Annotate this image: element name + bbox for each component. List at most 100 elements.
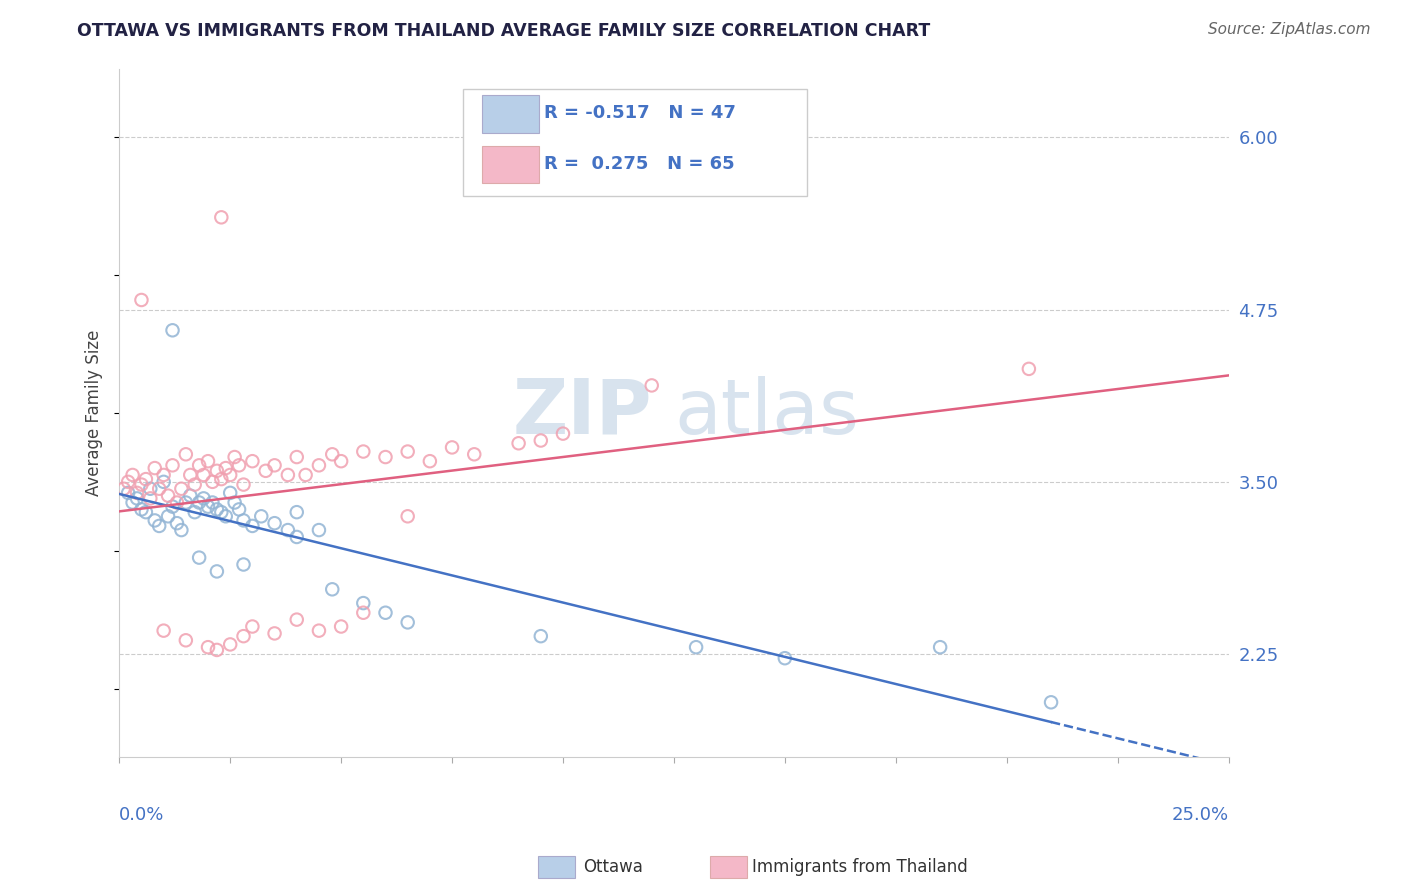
Point	[143, 513, 166, 527]
Point	[224, 450, 246, 464]
Point	[232, 477, 254, 491]
Point	[209, 505, 232, 519]
Point	[263, 458, 285, 473]
Point	[321, 447, 343, 461]
Point	[321, 582, 343, 597]
Point	[157, 489, 180, 503]
Text: atlas: atlas	[673, 376, 859, 450]
Point	[685, 640, 707, 655]
Point	[197, 640, 219, 655]
Point	[135, 472, 157, 486]
Y-axis label: Average Family Size: Average Family Size	[86, 330, 103, 496]
Point	[121, 495, 143, 509]
Point	[162, 323, 184, 337]
Point	[396, 615, 419, 630]
Point	[205, 643, 228, 657]
Point	[112, 482, 135, 496]
Point	[219, 637, 242, 651]
Point	[250, 509, 273, 524]
Point	[188, 550, 211, 565]
Point	[162, 500, 184, 514]
Point	[215, 509, 238, 524]
Point	[125, 491, 148, 506]
Point	[374, 606, 396, 620]
Point	[352, 606, 374, 620]
Point	[551, 426, 574, 441]
Point	[1040, 695, 1063, 709]
Text: R = -0.517   N = 47: R = -0.517 N = 47	[544, 104, 735, 122]
Point	[277, 523, 299, 537]
Point	[232, 558, 254, 572]
Point	[530, 434, 553, 448]
Point	[179, 489, 201, 503]
Point	[441, 441, 464, 455]
Point	[188, 458, 211, 473]
Point	[228, 502, 250, 516]
Text: 0.0%: 0.0%	[120, 805, 165, 823]
Point	[219, 467, 242, 482]
Point	[352, 444, 374, 458]
Point	[308, 458, 330, 473]
Point	[285, 450, 308, 464]
Point	[205, 502, 228, 516]
Point	[396, 444, 419, 458]
Point	[232, 513, 254, 527]
Point	[117, 486, 139, 500]
Point	[641, 378, 664, 392]
Point	[183, 505, 205, 519]
Point	[205, 565, 228, 579]
FancyBboxPatch shape	[482, 145, 538, 183]
Point	[1018, 362, 1040, 376]
Point	[419, 454, 441, 468]
Point	[285, 613, 308, 627]
Point	[277, 467, 299, 482]
Point	[125, 486, 148, 500]
Point	[174, 447, 197, 461]
Point	[162, 458, 184, 473]
Point	[121, 467, 143, 482]
Point	[352, 596, 374, 610]
Point	[152, 624, 174, 638]
Text: R =  0.275   N = 65: R = 0.275 N = 65	[544, 155, 735, 173]
Point	[166, 495, 188, 509]
Point	[131, 502, 153, 516]
Point	[773, 651, 796, 665]
Point	[131, 293, 153, 307]
Point	[396, 509, 419, 524]
Point	[117, 475, 139, 489]
Point	[929, 640, 952, 655]
Point	[183, 477, 205, 491]
Point	[242, 619, 264, 633]
Point	[157, 509, 180, 524]
Point	[152, 467, 174, 482]
Point	[205, 464, 228, 478]
Point	[201, 495, 224, 509]
Point	[143, 461, 166, 475]
Point	[228, 458, 250, 473]
Point	[263, 626, 285, 640]
Text: Immigrants from Thailand: Immigrants from Thailand	[752, 858, 967, 876]
Point	[374, 450, 396, 464]
Text: ZIP: ZIP	[512, 376, 652, 450]
Point	[152, 475, 174, 489]
Point	[170, 482, 193, 496]
Point	[166, 516, 188, 531]
Point	[508, 436, 530, 450]
FancyBboxPatch shape	[482, 95, 538, 133]
Point	[193, 491, 215, 506]
Text: Ottawa: Ottawa	[583, 858, 644, 876]
Point	[131, 477, 153, 491]
Point	[201, 475, 224, 489]
Point	[209, 211, 232, 225]
Text: OTTAWA VS IMMIGRANTS FROM THAILAND AVERAGE FAMILY SIZE CORRELATION CHART: OTTAWA VS IMMIGRANTS FROM THAILAND AVERA…	[77, 22, 931, 40]
Point	[263, 516, 285, 531]
Point	[209, 472, 232, 486]
Point	[193, 467, 215, 482]
Point	[197, 500, 219, 514]
Point	[188, 495, 211, 509]
Point	[148, 482, 170, 496]
Text: 25.0%: 25.0%	[1171, 805, 1229, 823]
Point	[308, 624, 330, 638]
Point	[285, 505, 308, 519]
Point	[215, 461, 238, 475]
